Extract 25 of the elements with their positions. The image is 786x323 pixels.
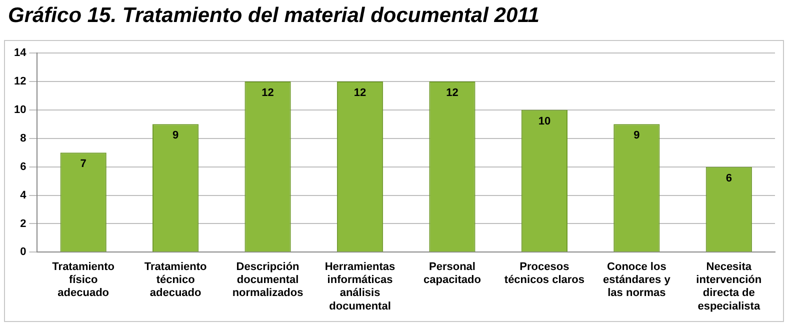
x-tick-label: Herramientas informáticas análisis documental	[324, 260, 396, 312]
x-tick-label: Procesos técnicos claros	[504, 260, 584, 286]
y-tick-label: 4	[20, 189, 28, 202]
x-tick-label: Conoce los estándares y las normas	[603, 260, 672, 300]
data-label: 12	[446, 86, 458, 99]
data-label: 6	[726, 172, 732, 184]
y-tick-label: 12	[14, 75, 26, 88]
x-tick-label: Descripción documental normalizados	[232, 260, 304, 300]
y-tick-label: 2	[20, 218, 26, 230]
data-label: 9	[634, 130, 640, 142]
y-tick-label: 8	[20, 132, 26, 144]
chart-title: Gráfico 15. Tratamiento del material documental 2011	[8, 4, 540, 28]
x-tick-label: Tratamiento físico adecuado	[52, 260, 115, 300]
data-label: 12	[262, 86, 274, 99]
y-tick-label: 0	[20, 246, 26, 258]
data-label: 10	[538, 115, 551, 128]
y-tick-label: 10	[14, 104, 26, 116]
data-label: 7	[80, 158, 86, 170]
y-tick-label: 14	[14, 47, 28, 60]
x-tick-label: Personal capacitado	[423, 260, 482, 286]
x-tick-label: Necesita intervención directa de especialista	[696, 260, 762, 312]
data-label: 9	[172, 130, 179, 142]
data-label: 12	[354, 86, 366, 99]
x-tick-label: Tratamiento técnico adecuado	[144, 260, 208, 300]
y-tick-label: 6	[20, 160, 26, 173]
